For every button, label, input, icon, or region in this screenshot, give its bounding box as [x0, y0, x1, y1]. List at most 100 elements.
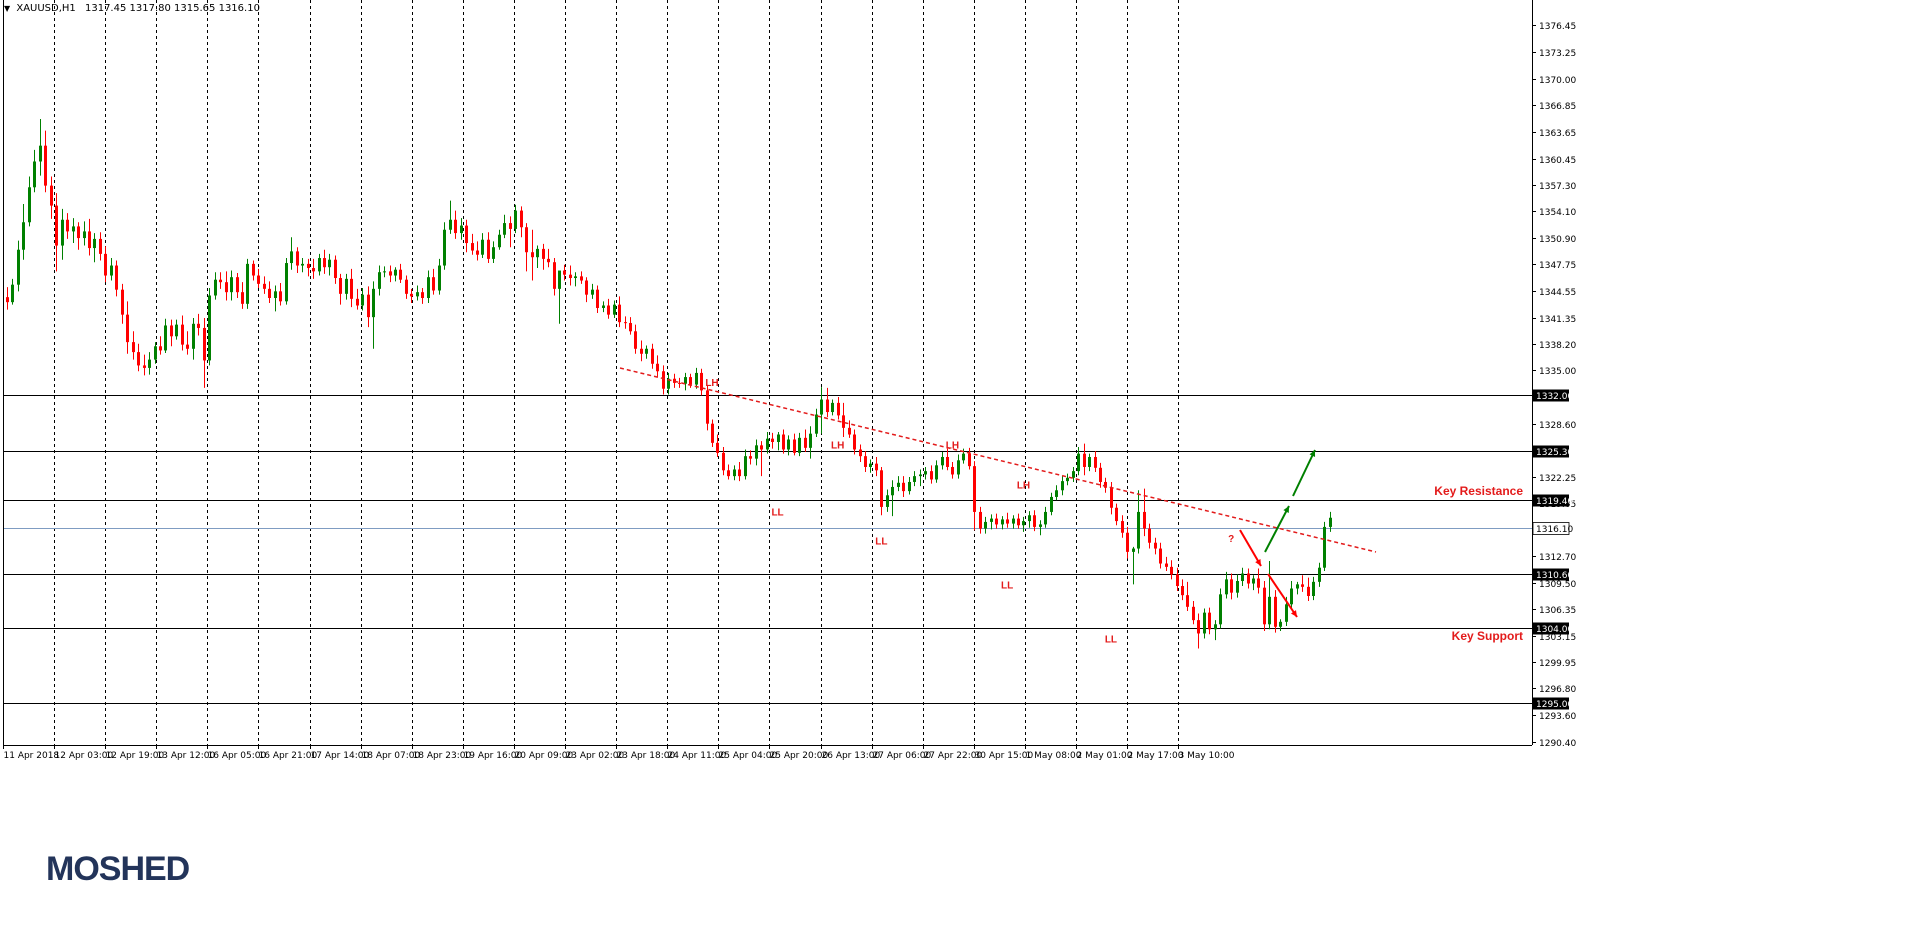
- candle-body: [1132, 548, 1135, 552]
- candle-body: [1094, 456, 1097, 468]
- candle-body: [432, 277, 435, 291]
- candle-body: [733, 469, 736, 477]
- candle-body: [143, 365, 146, 368]
- candle-body: [1017, 518, 1020, 526]
- candle-body: [957, 460, 960, 475]
- time-label: 1 May 08:00: [1026, 751, 1082, 761]
- candle-body: [837, 402, 840, 416]
- candle-body: [979, 511, 982, 529]
- candle-body: [815, 414, 818, 434]
- candle-body: [930, 471, 933, 480]
- candle-body: [1104, 481, 1107, 488]
- candle-body: [826, 399, 829, 413]
- time-label: 25 Apr 20:00: [770, 751, 829, 761]
- candle-body: [820, 399, 823, 415]
- candle-body: [640, 348, 643, 354]
- price-tick-label: 1306.35: [1539, 606, 1576, 616]
- candle-body: [525, 227, 528, 253]
- level-tag-text: 1304.00: [1536, 625, 1573, 635]
- candle-body: [268, 288, 271, 298]
- candle-body: [219, 279, 222, 283]
- time-label: 25 Apr 04:00: [719, 751, 778, 761]
- candle-body: [307, 263, 310, 269]
- candlesticks: [6, 119, 1332, 649]
- scenario-arrows: [1239, 449, 1316, 618]
- candle-body: [1033, 515, 1036, 527]
- time-label: 18 Apr 23:00: [413, 751, 472, 761]
- candle-body: [897, 482, 900, 487]
- price-tick-label: 1347.75: [1539, 261, 1576, 271]
- candle-body: [973, 466, 976, 512]
- time-label: 23 Apr 18:00: [617, 751, 676, 761]
- candle-body: [88, 231, 91, 249]
- candle-body: [1296, 584, 1299, 589]
- candle-body: [634, 331, 637, 349]
- candle-body: [356, 298, 359, 306]
- candle-body: [662, 371, 665, 389]
- candle-body: [924, 471, 927, 475]
- candle-body: [580, 276, 583, 281]
- candle-body: [1285, 604, 1288, 622]
- candle-body: [995, 518, 998, 525]
- candle-body: [17, 249, 20, 285]
- candle-body: [252, 263, 255, 276]
- vertical-grid: [54, 0, 1179, 745]
- candle-body: [569, 274, 572, 279]
- candle-body: [1186, 595, 1189, 607]
- price-tick-label: 1293.60: [1539, 712, 1576, 722]
- price-tick-label: 1344.55: [1539, 288, 1576, 298]
- candle-body: [503, 223, 506, 235]
- candle-body: [744, 456, 747, 477]
- candle-body: [869, 463, 872, 467]
- candle-body: [55, 205, 58, 246]
- chart-header: ▼ XAUUSD,H1 1317.45 1317.80 1315.65 1316…: [4, 3, 260, 14]
- candle-body: [1099, 467, 1102, 482]
- candle-body: [1165, 563, 1168, 567]
- time-label: 2 May 17:00: [1128, 751, 1184, 761]
- candle-body: [558, 270, 561, 289]
- price-tick-label: 1360.45: [1539, 156, 1576, 166]
- candle-body: [6, 297, 9, 303]
- candle-body: [492, 247, 495, 259]
- candle-body: [684, 377, 687, 384]
- candle-body: [345, 278, 348, 294]
- candle-body: [946, 456, 949, 467]
- candle-body: [951, 466, 954, 475]
- candle-body: [547, 258, 550, 263]
- candle-body: [328, 259, 331, 268]
- horizontal-levels: [3, 395, 1532, 704]
- candle-body: [1230, 579, 1233, 593]
- level-tag-text: 1310.60: [1536, 571, 1573, 581]
- time-label: 16 Apr 05:00: [208, 751, 267, 761]
- candle-body: [1126, 532, 1129, 552]
- candle-body: [809, 433, 812, 448]
- candle-body: [913, 476, 916, 482]
- candle-body: [1241, 573, 1244, 582]
- candle-body: [727, 470, 730, 477]
- candle-body: [673, 378, 676, 383]
- chart-menu-icon[interactable]: ▼: [4, 4, 11, 13]
- candle-body: [110, 265, 113, 276]
- candle-body: [93, 238, 96, 249]
- candle-body: [798, 437, 801, 453]
- candle-body: [1307, 586, 1310, 596]
- candle-body: [454, 219, 457, 234]
- candle-body: [361, 294, 364, 306]
- time-label: 12 Apr 19:00: [106, 751, 165, 761]
- candle-body: [1225, 579, 1228, 595]
- candle-body: [115, 265, 118, 290]
- price-tick-label: 1350.90: [1539, 235, 1576, 245]
- price-tick-label: 1376.45: [1539, 22, 1576, 32]
- candle-body: [154, 346, 157, 360]
- candle-body: [574, 276, 577, 279]
- ohlc-readout: 1317.45 1317.80 1315.65 1316.10: [84, 3, 260, 14]
- time-label: 23 Apr 02:00: [566, 751, 625, 761]
- candle-body: [787, 439, 790, 450]
- candle-body: [1012, 518, 1015, 524]
- time-label: 26 Apr 13:00: [822, 751, 881, 761]
- candle-body: [208, 295, 211, 361]
- candle-body: [542, 248, 545, 259]
- time-label: 24 Apr 11:00: [668, 751, 727, 761]
- candle-body: [1039, 524, 1042, 527]
